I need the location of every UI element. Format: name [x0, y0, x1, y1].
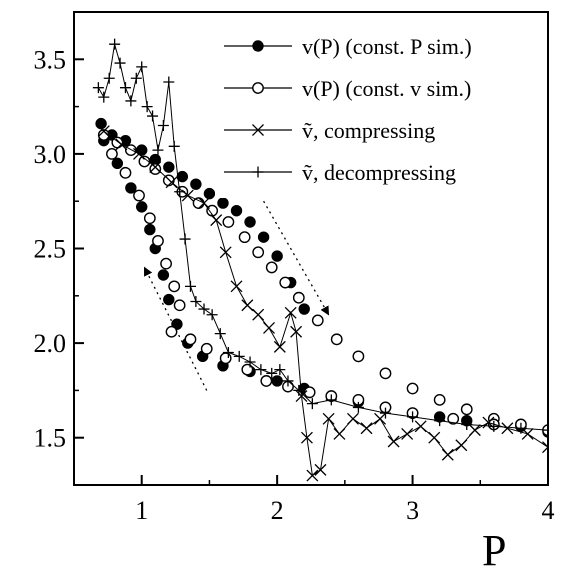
series-1-point [137, 202, 147, 212]
series-2-point [267, 262, 277, 272]
series-1-point [164, 162, 174, 172]
series-2-point [434, 395, 444, 405]
legend: v(P) (const. P sim.) v(P) (const. v sim.)… [215, 26, 545, 198]
legend-marker [253, 41, 263, 51]
x-tick-label: 1 [135, 496, 148, 525]
x-tick-label: 2 [271, 496, 284, 525]
series-1-point [191, 179, 201, 189]
series-2-point [145, 213, 155, 223]
x-tick-label: 4 [542, 496, 555, 525]
series-2-point [174, 300, 184, 310]
series-1-point [158, 270, 168, 280]
y-tick-label: 3.0 [34, 140, 67, 169]
series-1-point [272, 376, 282, 386]
series-2-point [294, 292, 304, 302]
series-1-point [258, 232, 268, 242]
legend-marker [253, 83, 263, 93]
series-2-point [239, 232, 249, 242]
series-2-point [220, 353, 230, 363]
y-tick-label: 2.5 [34, 235, 67, 264]
legend-label: ṽ, compressing [302, 118, 435, 143]
series-1-point [126, 183, 136, 193]
y-tick-label: 2.0 [34, 329, 67, 358]
series-2-point [380, 368, 390, 378]
series-2-point [253, 247, 263, 257]
y-tick-label: 3.5 [34, 45, 67, 74]
series-2-point [134, 190, 144, 200]
series-2-point [169, 281, 179, 291]
series-1-point [204, 188, 214, 198]
series-2-point [161, 258, 171, 268]
series-1-point [218, 198, 228, 208]
series-2-point [462, 404, 472, 414]
x-axis-title: P [482, 526, 506, 573]
series-2-point [223, 217, 233, 227]
series-2-point [202, 344, 212, 354]
series-2-point [166, 327, 176, 337]
legend-label: v(P) (const. v sim.) [302, 76, 471, 101]
series-2-point [150, 164, 160, 174]
legend-label: ṽ, decompressing [302, 160, 456, 185]
series-1-point [299, 304, 309, 314]
series-1-point [272, 251, 282, 261]
series-2-point [332, 334, 342, 344]
series-2-point [242, 364, 252, 374]
legend-label: v(P) (const. P sim.) [302, 34, 472, 59]
series-2-point [407, 383, 417, 393]
series-2-point [261, 376, 271, 386]
series-2-point [193, 198, 203, 208]
series-2-point [280, 277, 290, 287]
series-2-point [185, 334, 195, 344]
series-1-point [96, 118, 106, 128]
series-1-point [164, 294, 174, 304]
series-1-point [112, 158, 122, 168]
x-tick-label: 3 [406, 496, 419, 525]
series-2-point [120, 168, 130, 178]
series-2-point [153, 236, 163, 246]
series-1-point [231, 205, 241, 215]
series-2-point [107, 149, 117, 159]
series-2-point [313, 315, 323, 325]
series-1-point [245, 217, 255, 227]
series-1-point [145, 224, 155, 234]
series-2-point [353, 351, 363, 361]
y-tick-label: 1.5 [34, 424, 67, 453]
